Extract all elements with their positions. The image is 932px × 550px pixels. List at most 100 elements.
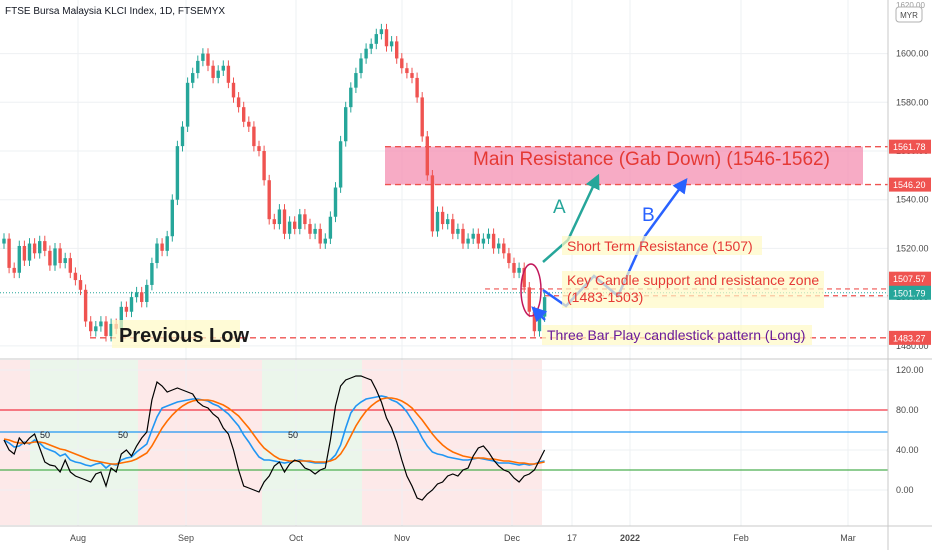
- osc-tick-label: 120.00: [896, 365, 924, 375]
- osc-tick-label: 40.00: [896, 445, 919, 455]
- osc-zone-band: [30, 360, 138, 525]
- candle-body: [308, 224, 312, 234]
- osc-fast-line: [3, 395, 545, 470]
- osc-zone-band: [362, 360, 542, 525]
- candle-body: [257, 146, 261, 151]
- key-candle-zone-bg: [562, 271, 824, 308]
- candle-body: [38, 241, 42, 254]
- candle-body: [338, 141, 343, 188]
- candle-body: [430, 175, 435, 232]
- candle-body: [272, 219, 276, 225]
- candle-body: [175, 146, 180, 200]
- time-tick-label: Oct: [289, 533, 304, 543]
- candle-body: [522, 267, 526, 288]
- osc-zone-band: [312, 360, 362, 525]
- three-bar-play-label[interactable]: Three Bar Play candlestick pattern (Long…: [547, 327, 805, 343]
- previous-low-bg: [112, 320, 240, 348]
- candle-body: [12, 267, 16, 273]
- candle-body: [384, 29, 389, 47]
- three-bar-play-pointer: [531, 306, 548, 323]
- currency-badge[interactable]: [895, 6, 923, 23]
- price-badge: [889, 139, 931, 154]
- candle-body: [124, 306, 129, 312]
- symbol-title: FTSE Bursa Malaysia KLCI Index, 1D, FTSE…: [5, 6, 225, 17]
- candle-body: [150, 263, 154, 285]
- candle-body: [145, 284, 149, 302]
- price-badge-label: 1546.20: [893, 180, 926, 190]
- candle-body: [461, 228, 465, 244]
- short-term-resistance-bg: [562, 236, 762, 255]
- candle-body: [53, 248, 57, 266]
- candle-body: [313, 228, 317, 234]
- key-candle-label-line1[interactable]: Key Candle support and resistance zone: [567, 272, 819, 288]
- candle-body: [435, 211, 440, 232]
- candle-body: [344, 107, 348, 142]
- candle-body: [134, 292, 139, 298]
- candle-body: [512, 263, 516, 273]
- candle-body: [78, 280, 83, 290]
- candle-body: [22, 245, 27, 261]
- candle-body: [211, 65, 215, 78]
- candle-body: [236, 97, 241, 108]
- candle-body: [32, 243, 37, 254]
- time-axis[interactable]: Aug Sep Oct Nov Dec 17 2022 Feb Mar: [70, 533, 856, 543]
- candle-body: [287, 221, 292, 234]
- candle-body: [185, 82, 190, 127]
- candle-body: [180, 126, 185, 147]
- key-candle-label-line2[interactable]: (1483-1503): [567, 289, 643, 305]
- previous-low-label[interactable]: Previous Low: [119, 325, 249, 347]
- candle-body: [89, 321, 93, 332]
- candle-body: [140, 292, 144, 302]
- price-axis[interactable]: 1480.001500.001520.001540.001560.001580.…: [889, 49, 931, 351]
- osc-inline-label: 50: [40, 430, 50, 440]
- candle-body: [247, 121, 251, 127]
- candle-body: [282, 209, 287, 234]
- candle-body: [517, 267, 521, 273]
- candle-body: [527, 287, 531, 312]
- time-tick-label: Mar: [840, 533, 856, 543]
- candle-body: [165, 236, 169, 251]
- candle-body: [471, 233, 475, 239]
- path-b-label[interactable]: B: [642, 205, 655, 226]
- three-bar-play-highlight: [520, 263, 542, 317]
- candle-body: [410, 73, 414, 78]
- osc-tick-label: 0.00: [896, 485, 914, 495]
- candle-body: [94, 326, 98, 332]
- candle-body: [481, 238, 486, 244]
- time-tick-label: Aug: [70, 533, 86, 543]
- price-badge-label: 1483.27: [893, 333, 926, 343]
- candle-body: [466, 238, 470, 244]
- candle-body: [349, 87, 353, 108]
- candle-body: [170, 199, 174, 237]
- candle-body: [58, 248, 62, 264]
- candle-body: [104, 321, 108, 337]
- price-badge: [889, 285, 931, 300]
- price-badge-label: 1561.78: [893, 142, 926, 152]
- osc-tick-label: 80.00: [896, 405, 919, 415]
- osc-raw-line: [3, 375, 546, 501]
- osc-zone-band: [218, 360, 262, 525]
- candle-body: [262, 150, 266, 181]
- candle-body: [440, 211, 445, 225]
- candle-body: [63, 258, 67, 264]
- candle-body: [68, 258, 72, 273]
- osc-slow-line: [3, 397, 545, 465]
- short-term-resistance-label[interactable]: Short Term Resistance (1507): [567, 238, 753, 254]
- main-resistance-zone[interactable]: [385, 146, 863, 185]
- oscillator-axis[interactable]: 120.00 80.00 40.00 0.00: [896, 365, 924, 495]
- main-resistance-label[interactable]: Main Resistance (Gab Down) (1546-1562): [473, 149, 830, 170]
- candle-body: [160, 243, 164, 251]
- candle-body: [216, 70, 220, 78]
- candle-body: [109, 323, 113, 337]
- currency-badge-label: MYR: [900, 11, 918, 20]
- candle-body: [379, 29, 384, 35]
- candle-body: [374, 34, 378, 44]
- candle-body: [389, 41, 394, 47]
- candle-body: [364, 48, 368, 59]
- price-badge: [889, 177, 931, 192]
- path-a-label[interactable]: A: [553, 197, 566, 218]
- candle-body: [359, 58, 363, 74]
- candle-body: [221, 65, 225, 71]
- time-tick-label: Nov: [394, 533, 411, 543]
